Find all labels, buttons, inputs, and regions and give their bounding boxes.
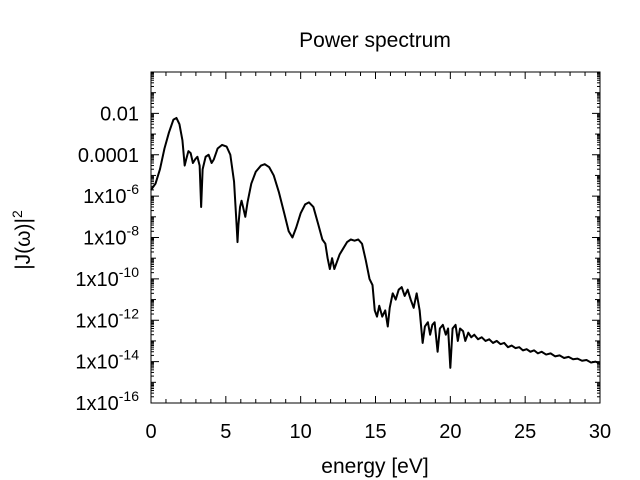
y-tick-label: 0.01 [100,103,139,125]
y-tick-label-base: 0.01 [100,103,139,125]
chart-title: Power spectrum [299,29,451,52]
y-tick-label-base: 1x10 [83,186,126,208]
x-tick-label: 25 [514,421,536,443]
y-tick-label: 1x10-16 [75,388,139,415]
y-axis-label-base: |J(ω)| [12,218,35,270]
x-tick-label: 10 [290,421,312,443]
y-tick-label: 0.0001 [78,145,139,167]
y-tick-label-base: 1x10 [83,228,126,250]
y-tick-label-exponent: -10 [119,264,139,280]
y-tick-label-base: 1x10 [75,310,118,332]
y-tick-label-exponent: -8 [127,223,140,239]
y-tick-label-base: 1x10 [75,352,118,374]
y-tick-label-exponent: -16 [119,388,139,404]
y-tick-label: 1x10-10 [75,264,139,291]
x-tick-label: 20 [439,421,461,443]
y-tick-label: 1x10-8 [83,223,139,250]
x-tick-label: 0 [145,421,156,443]
y-axis-label: |J(ω)|2 [9,210,35,270]
power-spectrum-line [150,116,601,369]
x-axis-label: energy [eV] [321,455,428,478]
y-tick-label-base: 1x10 [75,269,118,291]
x-tick-label: 5 [220,421,231,443]
y-tick-label-base: 1x10 [75,393,118,415]
x-tick-label: 15 [364,421,386,443]
y-axis-label-exponent: 2 [9,210,25,218]
y-tick-label-exponent: -14 [119,347,139,363]
plot-frame [150,71,601,404]
y-tick-label: 1x10-14 [75,347,139,374]
y-tick-label-exponent: -12 [119,305,139,321]
x-tick-label: 30 [589,421,611,443]
y-tick-label-exponent: -6 [127,181,140,197]
y-tick-label: 1x10-12 [75,305,139,332]
y-tick-label: 1x10-6 [83,181,139,208]
axis-ticks [150,71,601,404]
y-tick-label-base: 0.0001 [78,145,139,167]
tick-labels: 0 5 10 15 20 25 300.010.00011x10-61x10-81x10-1… [75,103,611,443]
